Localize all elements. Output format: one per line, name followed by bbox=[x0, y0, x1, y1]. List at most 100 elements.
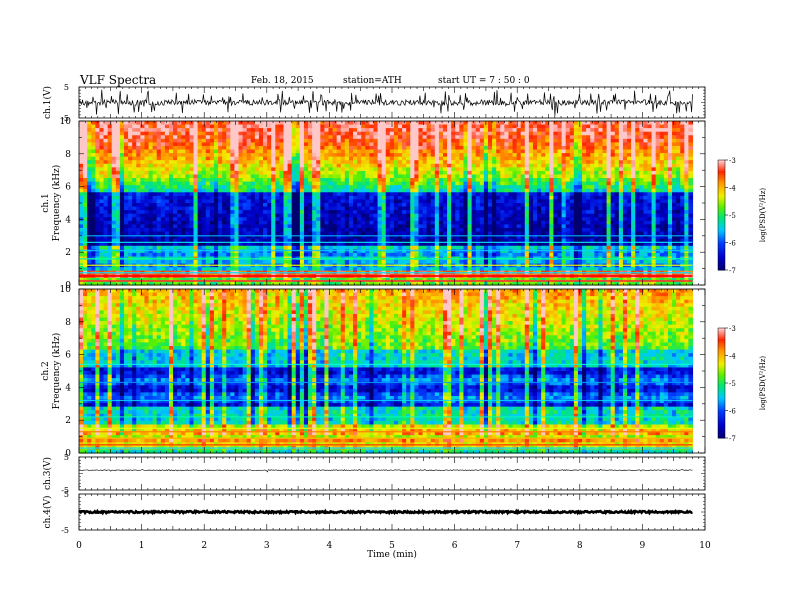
spectrogram-cell bbox=[218, 156, 223, 161]
spectrogram-cell bbox=[602, 181, 608, 186]
spectrogram-cell bbox=[316, 153, 321, 158]
spectrogram-cell bbox=[87, 131, 92, 136]
spectrogram-cell bbox=[91, 135, 96, 140]
spectrogram-cell bbox=[222, 203, 227, 208]
spectrogram-cell bbox=[647, 131, 653, 136]
spectrogram-cell bbox=[336, 206, 342, 211]
spectrogram-cell bbox=[258, 170, 264, 176]
spectrogram-cell bbox=[594, 224, 600, 229]
spectrogram-cell bbox=[672, 199, 677, 204]
spectrogram-cell bbox=[434, 128, 440, 133]
spectrogram-cell bbox=[487, 170, 493, 176]
spectrogram-cell bbox=[209, 238, 215, 243]
spectrogram-cell bbox=[680, 199, 685, 204]
spectrogram-cell bbox=[87, 231, 92, 236]
spectrogram-cell bbox=[185, 149, 191, 154]
spectrogram-cell bbox=[140, 131, 146, 136]
spectrogram-cell bbox=[434, 153, 440, 158]
spectrogram-cell bbox=[250, 178, 256, 183]
spectrogram-cell bbox=[512, 131, 518, 136]
spectrogram-cell bbox=[160, 188, 166, 193]
spectrogram-cell bbox=[295, 178, 301, 183]
spectrogram-cell bbox=[500, 174, 505, 179]
spectrogram-cell bbox=[164, 227, 170, 233]
spectrogram-cell bbox=[324, 199, 330, 204]
spectrogram-cell bbox=[185, 156, 191, 161]
spectrogram-cell bbox=[532, 192, 538, 197]
spectrogram-cell bbox=[205, 192, 211, 197]
spectrogram-cell bbox=[602, 121, 608, 126]
spectrogram-cell bbox=[627, 124, 632, 129]
spectrogram-cell bbox=[614, 160, 620, 165]
spectrogram-cell bbox=[263, 128, 268, 133]
spectrogram-cell bbox=[332, 199, 338, 204]
spectrogram-cell bbox=[357, 121, 362, 126]
spectrogram-cell bbox=[672, 203, 677, 208]
spectrogram-cell bbox=[295, 195, 301, 201]
spectrogram-cell bbox=[627, 227, 632, 233]
spectrogram-cell bbox=[524, 199, 530, 204]
spectrogram-cell bbox=[651, 217, 657, 222]
spectrogram-cell bbox=[467, 124, 473, 129]
spectrogram-cell bbox=[140, 185, 146, 190]
spectrogram-cell bbox=[447, 199, 452, 204]
spectrogram-cell bbox=[275, 160, 280, 165]
spectrogram-cell bbox=[479, 181, 485, 186]
spectrogram-cell bbox=[91, 121, 96, 126]
spectrogram-cell bbox=[173, 203, 178, 208]
spectrogram-cell bbox=[336, 135, 342, 140]
spectrogram-cell bbox=[667, 227, 673, 233]
spectrogram-cell bbox=[438, 213, 444, 218]
spectrogram-cell bbox=[643, 163, 649, 168]
spectrogram-cell bbox=[164, 199, 170, 204]
spectrogram-cell bbox=[95, 220, 101, 225]
spectrogram-cell bbox=[688, 153, 694, 158]
spectrogram-cell bbox=[398, 199, 403, 204]
spectrogram-cell bbox=[83, 224, 88, 229]
spectrogram-cell bbox=[434, 213, 440, 218]
spectrogram-cell bbox=[528, 181, 534, 186]
spectrogram-cell bbox=[520, 153, 526, 158]
spectrogram-cell bbox=[565, 156, 571, 161]
spectrogram-cell bbox=[111, 145, 117, 151]
spectrogram-cell bbox=[177, 142, 182, 147]
spectrogram-cell bbox=[569, 174, 575, 179]
spectrogram-cell bbox=[667, 210, 673, 215]
spectrogram-cell bbox=[479, 121, 485, 126]
spectrogram-cell bbox=[541, 149, 546, 154]
spectrogram-cell bbox=[680, 227, 685, 233]
spectrogram-cell bbox=[115, 224, 121, 229]
spectrogram-cell bbox=[283, 131, 289, 136]
spectrogram-cell bbox=[565, 145, 571, 151]
spectrogram-cell bbox=[598, 167, 604, 172]
spectrogram-cell bbox=[541, 153, 546, 158]
spectrogram-cell bbox=[631, 163, 636, 168]
spectrogram-cell bbox=[622, 170, 628, 176]
spectrogram-cell bbox=[156, 238, 162, 243]
spectrogram-cell bbox=[667, 142, 673, 147]
spectrogram-cell bbox=[541, 199, 546, 204]
spectrogram-cell bbox=[336, 224, 342, 229]
spectrogram-cell bbox=[610, 160, 616, 165]
spectrogram-cell bbox=[528, 153, 534, 158]
spectrogram-cell bbox=[655, 181, 661, 186]
spectrogram-cell bbox=[226, 128, 231, 133]
spectrogram-cell bbox=[173, 121, 178, 126]
spectrogram-cell bbox=[234, 142, 240, 147]
spectrogram-cell bbox=[545, 163, 550, 168]
spectrogram-cell bbox=[119, 153, 125, 158]
spectrogram-cell bbox=[254, 235, 260, 240]
spectrogram-cell bbox=[83, 163, 88, 168]
spectrogram-cell bbox=[291, 210, 297, 215]
spectrogram-cell bbox=[553, 149, 559, 154]
spectrogram-cell bbox=[275, 213, 280, 218]
spectrogram-cell bbox=[622, 210, 628, 215]
spectrogram-cell bbox=[218, 199, 223, 204]
spectrogram-cell bbox=[680, 138, 685, 143]
spectrogram-cell bbox=[144, 170, 150, 176]
spectrogram-cell bbox=[128, 121, 133, 126]
spectrogram-cell bbox=[164, 167, 170, 172]
spectrogram-cell bbox=[115, 131, 121, 136]
spectrogram-cell bbox=[537, 149, 542, 154]
spectrogram-cell bbox=[512, 195, 518, 201]
